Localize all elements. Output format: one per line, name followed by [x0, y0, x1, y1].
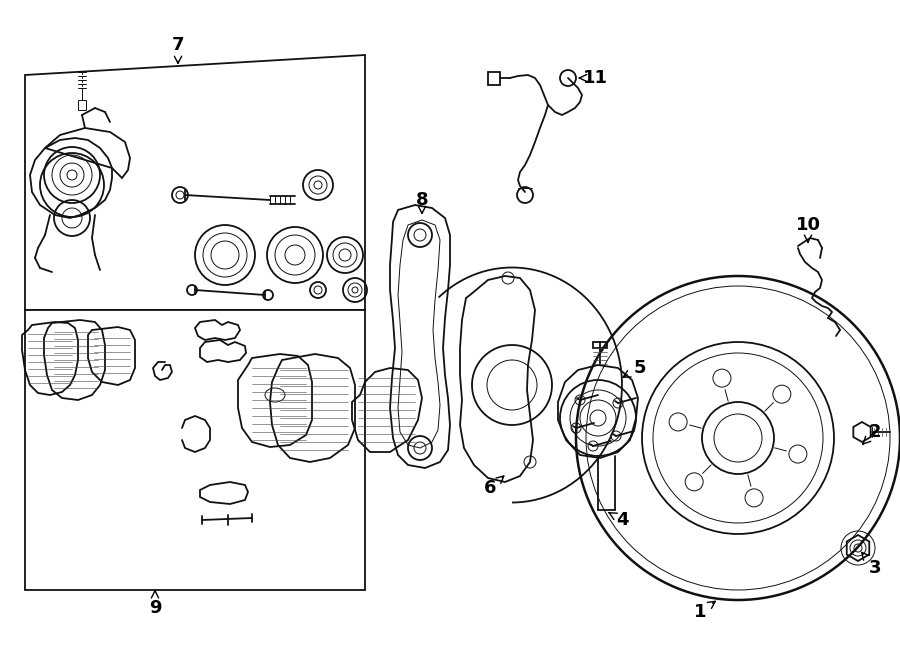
Polygon shape [25, 55, 365, 310]
Text: 5: 5 [623, 359, 646, 377]
Text: 11: 11 [580, 69, 608, 87]
Polygon shape [460, 276, 535, 482]
Text: 1: 1 [694, 601, 716, 621]
Text: 9: 9 [148, 591, 161, 617]
Text: 10: 10 [796, 216, 821, 242]
Text: 4: 4 [609, 511, 628, 529]
Polygon shape [488, 72, 500, 85]
Text: 7: 7 [172, 36, 184, 64]
Text: 6: 6 [484, 476, 504, 497]
Text: 2: 2 [863, 423, 881, 444]
Polygon shape [25, 310, 365, 590]
Text: 3: 3 [861, 552, 881, 577]
Text: 8: 8 [416, 191, 428, 213]
